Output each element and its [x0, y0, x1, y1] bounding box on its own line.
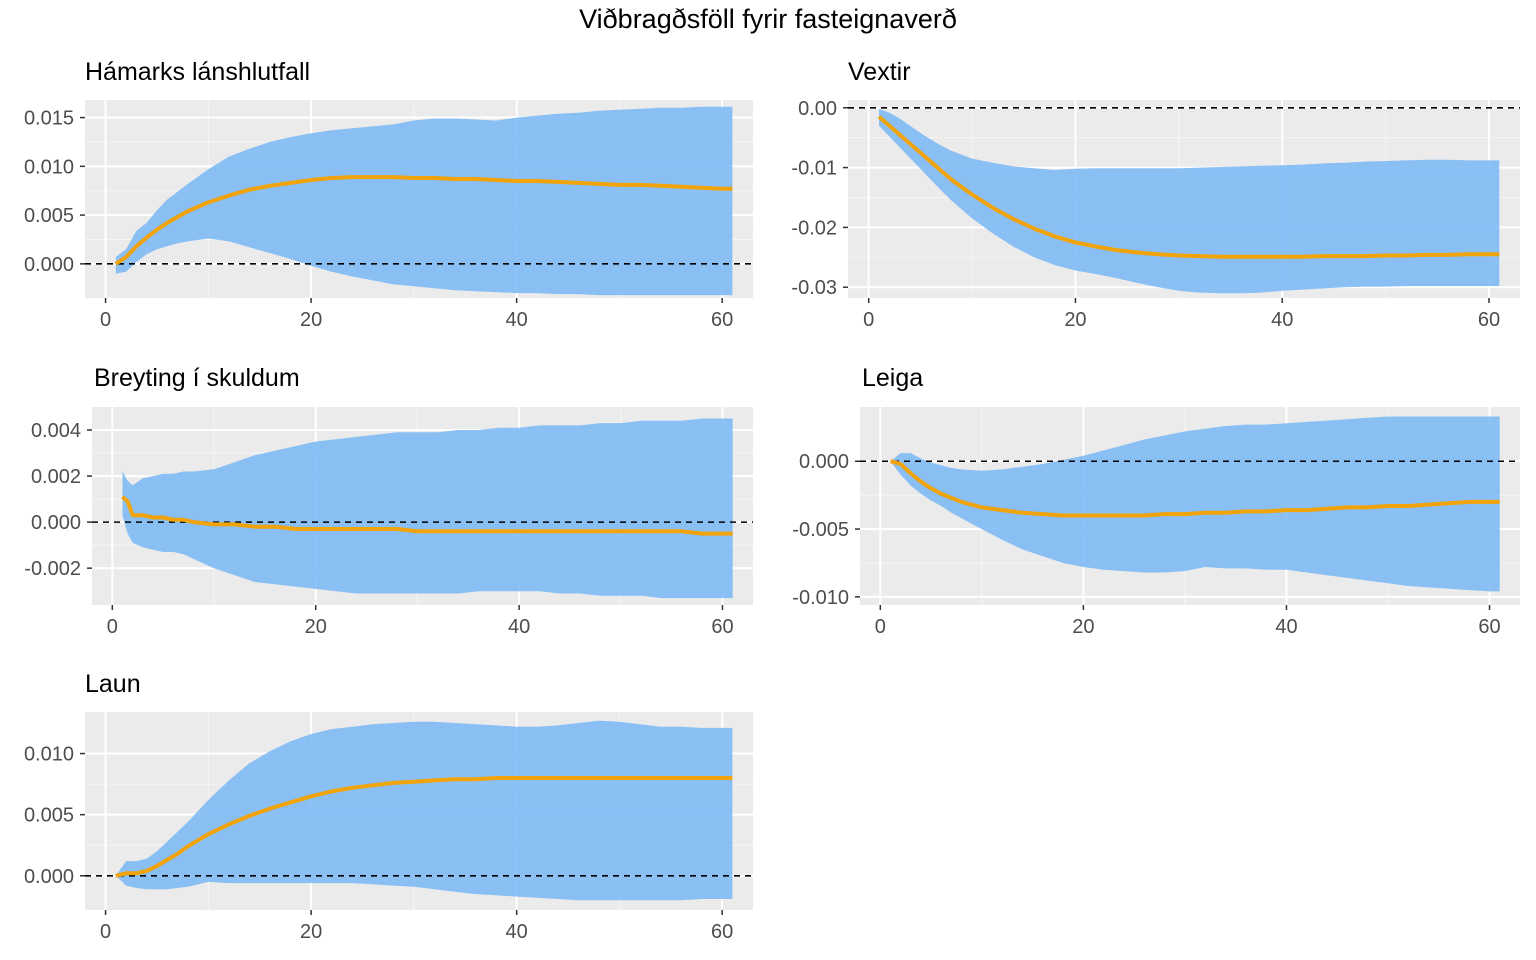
x-tick-label: 20 — [300, 309, 322, 331]
x-tick-label: 40 — [506, 309, 528, 331]
panel-title: Leiga — [862, 364, 923, 392]
y-tick-label: -0.03 — [791, 277, 837, 299]
y-tick-label: -0.002 — [24, 558, 81, 580]
x-tick-label: 0 — [863, 309, 874, 331]
x-tick-label: 60 — [1478, 309, 1500, 331]
panel-breyting-i-skuldum: 0 20 40 60 0.004 0.002 0.000 -0.002 Breyting í s… — [24, 364, 753, 638]
x-tick-label: 20 — [300, 921, 322, 943]
x-tick-label: 60 — [711, 921, 733, 943]
x-tick-label: 20 — [1072, 616, 1094, 638]
x-tick-label: 20 — [305, 616, 327, 638]
y-tick-label: -0.005 — [792, 519, 849, 541]
x-tick-label: 0 — [875, 616, 886, 638]
panel-title: Laun — [85, 670, 141, 698]
panel-laun: 0 20 40 60 0.010 0.005 0.000 Laun — [24, 670, 753, 943]
panel-vextir: 0 20 40 60 0.00 -0.01 -0.02 -0.03 Vextir — [791, 58, 1520, 331]
y-tick-label: 0.002 — [31, 466, 81, 488]
x-tick-label: 60 — [711, 309, 733, 331]
impulse-response-line — [121, 495, 733, 536]
y-tick-label: 0.005 — [24, 205, 74, 227]
x-tick-label: 40 — [506, 921, 528, 943]
y-tick-label: 0.004 — [31, 420, 81, 442]
y-tick-label: 0.000 — [24, 866, 74, 888]
panel-leiga: 0 20 40 60 0.000 -0.005 -0.010 Leiga — [792, 364, 1520, 638]
x-tick-label: 40 — [1271, 309, 1293, 331]
impulse-response-line — [877, 115, 1500, 259]
x-tick-label: 0 — [100, 309, 111, 331]
confidence-band — [890, 416, 1500, 592]
panel-hamarks-lanshlutfall: 0 20 40 60 0.000 0.005 0.010 0.015 Hámarks lánsh… — [24, 58, 753, 331]
x-tick-label: 40 — [508, 616, 530, 638]
confidence-band — [115, 106, 733, 296]
impulse-response-line — [889, 459, 1500, 518]
x-tick-label: 20 — [1064, 309, 1086, 331]
y-tick-label: 0.000 — [24, 254, 74, 276]
x-tick-label: 0 — [100, 921, 111, 943]
x-tick-label: 60 — [1478, 616, 1500, 638]
y-tick-label: 0.000 — [799, 451, 849, 473]
impulse-response-line — [114, 175, 733, 266]
impulse-response-line — [115, 776, 733, 878]
panel-title: Hámarks lánshlutfall — [85, 58, 310, 86]
y-tick-label: 0.005 — [24, 805, 74, 827]
confidence-band — [879, 109, 1500, 294]
y-tick-label: 0.010 — [24, 744, 74, 766]
y-tick-label: -0.010 — [792, 587, 849, 609]
x-tick-label: 40 — [1275, 616, 1297, 638]
y-tick-label: -0.02 — [791, 217, 837, 239]
x-tick-label: 60 — [711, 616, 733, 638]
panel-title: Vextir — [848, 58, 911, 86]
y-tick-label: -0.01 — [791, 158, 837, 180]
confidence-band — [115, 720, 733, 901]
y-tick-label: 0.000 — [31, 512, 81, 534]
confidence-band — [122, 418, 733, 599]
x-tick-label: 0 — [107, 616, 118, 638]
y-tick-label: 0.015 — [24, 108, 74, 130]
figure-title: Viðbragðsföll fyrir fasteignaverð — [579, 4, 957, 34]
y-tick-label: 0.00 — [798, 98, 837, 120]
panel-title: Breyting í skuldum — [94, 364, 300, 392]
y-tick-label: 0.010 — [24, 156, 74, 178]
